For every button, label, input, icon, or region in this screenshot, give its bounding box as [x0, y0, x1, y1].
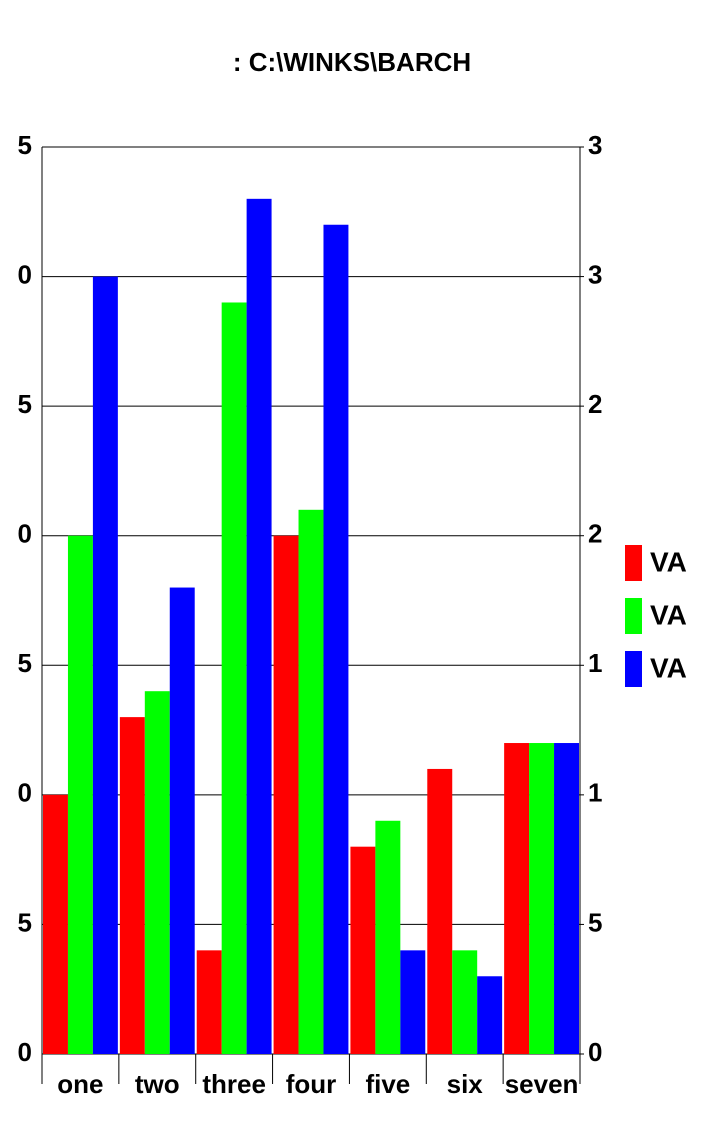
x-tick-label: two — [135, 1069, 180, 1099]
bar — [504, 743, 530, 1054]
bar — [554, 743, 579, 1054]
y2-tick-label: 1 — [588, 778, 602, 808]
bar — [43, 794, 68, 1054]
legend-label: VA — [650, 599, 687, 630]
legend-label: VA — [650, 546, 687, 577]
y2-tick-label: 3 — [588, 130, 602, 160]
y-tick-label: 0 — [18, 1037, 32, 1067]
y2-tick-label: 3 — [588, 259, 602, 289]
bar — [144, 691, 170, 1054]
bar — [323, 224, 349, 1054]
y-tick-label: 5 — [18, 648, 32, 678]
y-tick-label: 5 — [18, 389, 32, 419]
y-tick-label: 0 — [18, 778, 32, 808]
y2-tick-label: 0 — [588, 1037, 602, 1067]
y-tick-label: 0 — [18, 519, 32, 549]
bar — [350, 846, 376, 1054]
bar — [196, 950, 222, 1054]
x-tick-label: seven — [505, 1069, 579, 1099]
bar — [119, 717, 145, 1054]
y-tick-label: 5 — [18, 907, 32, 937]
bar — [246, 198, 272, 1055]
bar — [427, 768, 453, 1054]
y-tick-label: 0 — [18, 259, 32, 289]
bar — [452, 950, 478, 1054]
bar — [221, 302, 247, 1054]
x-tick-label: four — [286, 1069, 337, 1099]
x-tick-label: one — [57, 1069, 103, 1099]
x-tick-label: five — [365, 1069, 410, 1099]
bar — [375, 820, 401, 1054]
y2-tick-label: 5 — [588, 907, 602, 937]
x-tick-label: six — [447, 1069, 484, 1099]
legend-swatch — [625, 651, 642, 687]
y2-tick-label: 1 — [588, 648, 602, 678]
y2-tick-label: 2 — [588, 389, 602, 419]
legend-label: VA — [650, 652, 687, 683]
legend-swatch — [625, 598, 642, 634]
bar — [298, 509, 324, 1054]
chart-title: : C:\WINKS\BARCH — [233, 47, 471, 77]
bar — [273, 535, 299, 1054]
bar — [477, 976, 503, 1054]
y2-tick-label: 2 — [588, 519, 602, 549]
bar — [92, 276, 118, 1055]
bar — [529, 743, 555, 1054]
bar — [169, 587, 195, 1054]
bar — [400, 950, 426, 1054]
legend-swatch — [625, 545, 642, 581]
bar — [67, 535, 93, 1054]
y-tick-label: 5 — [18, 130, 32, 160]
x-tick-label: three — [202, 1069, 266, 1099]
